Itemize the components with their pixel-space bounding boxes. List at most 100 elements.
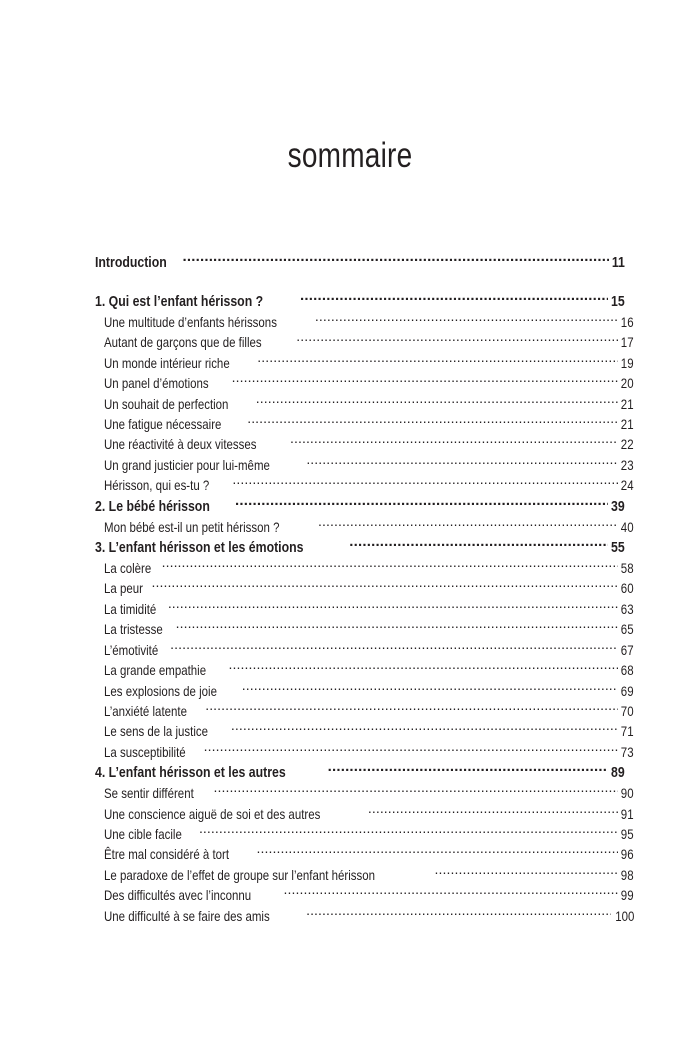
toc-entry-label: Un panel d’émotions — [104, 375, 209, 392]
toc-entry-page-number: 40 — [621, 518, 634, 535]
table-of-contents: Introduction 11 1. Qui est l’enfant hériss… — [95, 252, 634, 926]
dot-leader — [229, 663, 619, 677]
toc-entry-page-number: 39 — [611, 497, 625, 515]
toc-entry-row[interactable]: Hérisson, qui es-tu ? 24 — [104, 475, 634, 495]
toc-entry-label: La timidité — [104, 600, 157, 617]
toc-entry-label: La grande empathie — [104, 662, 207, 679]
toc-entry-label: La susceptibilité — [104, 743, 186, 760]
toc-entry-row[interactable]: Mon bébé est-il un petit hérisson ? 40 — [104, 517, 634, 537]
dot-leader — [300, 294, 608, 309]
toc-entry-label: Un grand justicier pour lui-même — [104, 456, 270, 473]
toc-entry-row[interactable]: Un panel d’émotions 20 — [104, 373, 634, 393]
toc-entry-page-number: 55 — [611, 539, 625, 557]
toc-entry-label: Une cible facile — [104, 825, 182, 842]
dot-leader — [182, 255, 609, 270]
dot-leader — [328, 765, 609, 780]
dot-leader — [205, 704, 618, 718]
toc-entry-row[interactable]: Une réactivité à deux vitesses 22 — [104, 434, 634, 454]
toc-entry-page-number: 91 — [621, 805, 634, 822]
toc-entry-page-number: 100 — [614, 907, 634, 924]
toc-entry-label: Une conscience aiguë de soi et des autre… — [104, 805, 321, 822]
toc-entry-row[interactable]: Autant de garçons que de filles 17 — [104, 332, 634, 352]
toc-entry-page-number: 17 — [621, 334, 634, 351]
toc-entry-label: 2. Le bébé hérisson — [95, 497, 210, 515]
toc-entry-page-number: 24 — [621, 477, 634, 494]
toc-entry-row[interactable]: La grande empathie 68 — [104, 660, 634, 680]
dot-leader — [232, 376, 619, 390]
toc-entry-row[interactable]: La tristesse 65 — [104, 619, 634, 639]
dot-leader — [256, 397, 619, 411]
toc-entry-page-number: 99 — [621, 887, 634, 904]
toc-entry-row[interactable]: Les explosions de joie 69 — [104, 681, 634, 701]
toc-entry-row[interactable]: Des difficultés avec l’inconnu 99 — [104, 885, 634, 905]
toc-entry-page-number: 15 — [611, 293, 625, 310]
toc-entry-row[interactable]: Une fatigue nécessaire 21 — [104, 414, 634, 434]
toc-entry-row[interactable]: Le sens de la justice 71 — [104, 721, 634, 741]
dot-leader — [199, 827, 618, 841]
toc-entry-page-number: 60 — [621, 580, 634, 597]
toc-chapter-row[interactable]: 3. L’enfant hérisson et les émotions 55 — [95, 537, 625, 558]
dot-leader — [296, 336, 618, 350]
toc-entry-page-number: 22 — [621, 436, 634, 453]
toc-entry-page-number: 21 — [621, 395, 634, 412]
toc-entry-row[interactable]: La susceptibilité 73 — [104, 742, 634, 762]
toc-entry-row[interactable]: L’émotivité 67 — [104, 640, 634, 660]
toc-entry-row[interactable]: Un souhait de perfection 21 — [104, 394, 634, 414]
toc-entry-page-number: 68 — [621, 662, 634, 679]
toc-chapter-row[interactable]: Introduction 11 — [95, 252, 625, 273]
toc-entry-label: Une fatigue nécessaire — [104, 416, 222, 433]
toc-entry-label: 4. L’enfant hérisson et les autres — [95, 764, 286, 782]
toc-entry-label: Un monde intérieur riche — [104, 354, 230, 371]
toc-entry-page-number: 69 — [621, 682, 634, 699]
toc-entry-page-number: 63 — [621, 600, 634, 617]
dot-leader — [435, 868, 619, 882]
toc-entry-row[interactable]: Une multitude d’enfants hérissons 16 — [104, 312, 634, 332]
toc-entry-page-number: 95 — [621, 825, 634, 842]
toc-entry-row[interactable]: La peur 60 — [104, 578, 634, 598]
toc-entry-label: Une réactivité à deux vitesses — [104, 436, 257, 453]
toc-entry-row[interactable]: Une conscience aiguë de soi et des autre… — [104, 804, 634, 824]
toc-entry-label: La colère — [104, 560, 152, 577]
toc-entry-label: Hérisson, qui es-tu ? — [104, 477, 210, 494]
toc-entry-page-number: 73 — [621, 743, 634, 760]
toc-entry-page-number: 65 — [621, 621, 634, 638]
dot-leader — [247, 417, 618, 431]
toc-entry-row[interactable]: Un grand justicier pour lui-même 23 — [104, 455, 634, 475]
toc-entry-row[interactable]: Le paradoxe de l’effet de groupe sur l’e… — [104, 865, 634, 885]
toc-entry-row[interactable]: Une difficulté à se faire des amis 100 — [104, 906, 634, 926]
toc-entry-row[interactable]: La timidité 63 — [104, 599, 634, 619]
toc-chapter-row[interactable]: 2. Le bébé hérisson 39 — [95, 496, 625, 517]
toc-entry-row[interactable]: L’anxiété latente 70 — [104, 701, 634, 721]
toc-entry-page-number: 90 — [621, 785, 634, 802]
toc-entry-label: Se sentir différent — [104, 785, 194, 802]
toc-entry-label: Une difficulté à se faire des amis — [104, 907, 270, 924]
toc-entry-page-number: 71 — [621, 723, 634, 740]
dot-leader — [349, 540, 608, 555]
dot-leader — [368, 807, 619, 821]
toc-entry-label: La peur — [104, 580, 143, 597]
dot-leader — [315, 315, 619, 329]
dot-leader — [257, 356, 618, 370]
toc-entry-page-number: 67 — [621, 641, 634, 658]
toc-entry-label: 3. L’enfant hérisson et les émotions — [95, 539, 304, 557]
toc-entry-row[interactable]: Un monde intérieur riche 19 — [104, 353, 634, 373]
page-title: sommaire — [287, 136, 413, 175]
dot-leader — [231, 725, 619, 739]
toc-entry-page-number: 21 — [621, 416, 634, 433]
toc-entry-label: Des difficultés avec l’inconnu — [104, 887, 252, 904]
dot-leader — [170, 643, 618, 657]
toc-entry-row[interactable]: Être mal considéré à tort 96 — [104, 844, 634, 864]
toc-entry-row[interactable]: La colère 58 — [104, 558, 634, 578]
toc-entry-label: Introduction — [95, 254, 167, 271]
toc-entry-row[interactable]: Se sentir différent 90 — [104, 783, 634, 803]
toc-entry-page-number: 16 — [621, 314, 634, 330]
toc-chapter-row[interactable]: 4. L’enfant hérisson et les autres 89 — [95, 762, 625, 783]
dot-leader — [213, 786, 618, 800]
toc-entry-label: Le sens de la justice — [104, 723, 209, 740]
dot-leader — [176, 622, 619, 636]
toc-entry-row[interactable]: Une cible facile 95 — [104, 824, 634, 844]
toc-entry-label: 1. Qui est l’enfant hérisson ? — [95, 293, 264, 310]
toc-chapter-row[interactable]: 1. Qui est l’enfant hérisson ? 15 — [95, 291, 625, 312]
toc-entry-label: L’anxiété latente — [104, 702, 187, 719]
toc-entry-page-number: 11 — [611, 254, 625, 271]
